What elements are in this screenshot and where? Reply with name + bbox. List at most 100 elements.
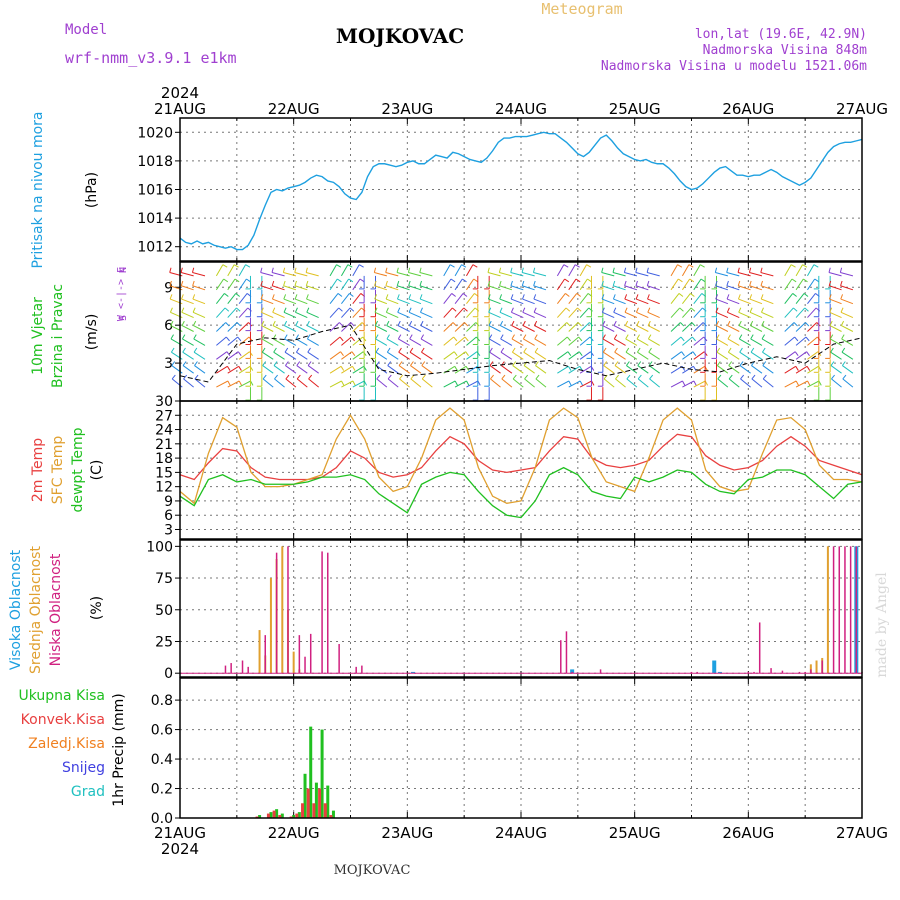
wind-barb (421, 351, 433, 360)
wind-barb-flag (738, 320, 742, 326)
wind-barb-flag (192, 320, 197, 326)
wind-barb-flag (704, 380, 709, 386)
wind-barb-flag (760, 294, 764, 300)
wind-barb-flag (601, 267, 604, 273)
station-title: MOJKOVAC (336, 24, 464, 48)
wind-barb-flag (171, 361, 176, 366)
precip-bar (318, 788, 322, 818)
wind-barb-flag (601, 280, 604, 286)
wind-barb-flag (762, 374, 767, 380)
wind-barb-flag (294, 307, 298, 313)
panel-border (179, 539, 863, 678)
cloud-bar (570, 669, 575, 674)
wind-barb (227, 351, 239, 360)
wind-barb (215, 293, 225, 305)
footer-station: MOJKOVAC (334, 863, 411, 878)
wind-barb (717, 365, 729, 374)
panel-border (179, 117, 863, 262)
wind-barb (579, 293, 589, 305)
wind-barb-flag (294, 294, 298, 300)
wind-barb (443, 322, 454, 332)
wind-barb (499, 311, 513, 319)
wind-barb-flag (273, 347, 277, 353)
wind-barb (408, 285, 422, 291)
wind-barb-flag (700, 264, 705, 268)
wind-barb-flag (601, 294, 605, 300)
wind-barb (840, 298, 854, 305)
wind-barb (568, 278, 577, 291)
wind-barb (681, 278, 691, 291)
wind-barb (488, 311, 501, 319)
wind-barb (535, 378, 547, 388)
wind-barb (352, 322, 363, 332)
wind-barb (693, 322, 704, 332)
year-label-bottom: 2024 (161, 840, 199, 858)
wind-barb-flag (236, 307, 241, 312)
wind-barb-flag (794, 351, 799, 356)
wind-barb-flag (602, 334, 606, 340)
cloud-bar (690, 671, 693, 674)
wind-barb (386, 338, 399, 346)
wind-barb (637, 351, 649, 360)
wind-barb (795, 322, 806, 332)
wind-barb-flag (612, 280, 616, 286)
wind-barb-flag (421, 347, 425, 353)
cloud-bar (560, 640, 562, 674)
wind-barb-flag (283, 294, 287, 300)
precip-bar (314, 782, 318, 818)
wind-barb-flag (385, 267, 388, 273)
wind-barb (352, 365, 365, 374)
wind-barb (273, 338, 285, 346)
wind-barb (488, 285, 501, 291)
wind-barb (568, 380, 581, 388)
cloud-bar (269, 578, 272, 674)
wind-barb (739, 351, 751, 360)
wind-barb (613, 311, 626, 319)
wind-barb (227, 293, 237, 305)
wind-barb-flag (169, 307, 173, 313)
wind-barb-flag (453, 336, 458, 342)
wind-barb-flag (501, 374, 506, 380)
top-x-tick-label: 25AUG (609, 100, 661, 118)
wind-barb-flag (646, 280, 650, 286)
wind-barb-flag (451, 293, 456, 297)
wind-barb (624, 272, 638, 277)
wind-barb (556, 293, 566, 305)
wind-barb-flag (648, 347, 652, 353)
wind-barb-flag (348, 278, 354, 283)
wind-barb-flag (182, 361, 187, 366)
wind-barb (308, 378, 319, 388)
wind-barb-flag (727, 334, 731, 340)
wind-barb-flag (169, 294, 173, 300)
wind-barb (807, 264, 815, 277)
cloud-bar (844, 546, 846, 674)
wind-barb (738, 285, 751, 291)
wind-barb (374, 298, 388, 305)
y-tick-label: 21 (155, 437, 173, 453)
wind-barb (625, 338, 638, 346)
wind-barb (613, 285, 626, 291)
wind-barb (352, 307, 362, 318)
wind-barb (216, 322, 227, 332)
pressure-ylabel: Pritisak na nivou mora (30, 111, 46, 268)
wind-barb (386, 325, 399, 332)
wind-barb (613, 298, 626, 305)
wind-barb (296, 365, 308, 374)
wind-barb-flag (761, 307, 764, 313)
wind-barb (376, 365, 388, 374)
wind-barb (682, 380, 695, 388)
wind-barb (454, 307, 465, 318)
wind-barb-flag (680, 336, 685, 342)
wind-barb (568, 351, 580, 360)
wind-barb-flag (749, 320, 754, 326)
y-tick-label: 1016 (137, 183, 173, 199)
wind-barb-flag (761, 320, 765, 326)
wind-barb-flag (226, 351, 231, 356)
wind-barb (512, 365, 524, 374)
wind-barb-flag (750, 334, 754, 340)
wind-barb (466, 380, 479, 388)
wind-barb-flag (307, 347, 311, 353)
y-tick-label: 12 (155, 480, 173, 496)
wind-barb (500, 338, 513, 346)
wind-barb (180, 272, 194, 277)
